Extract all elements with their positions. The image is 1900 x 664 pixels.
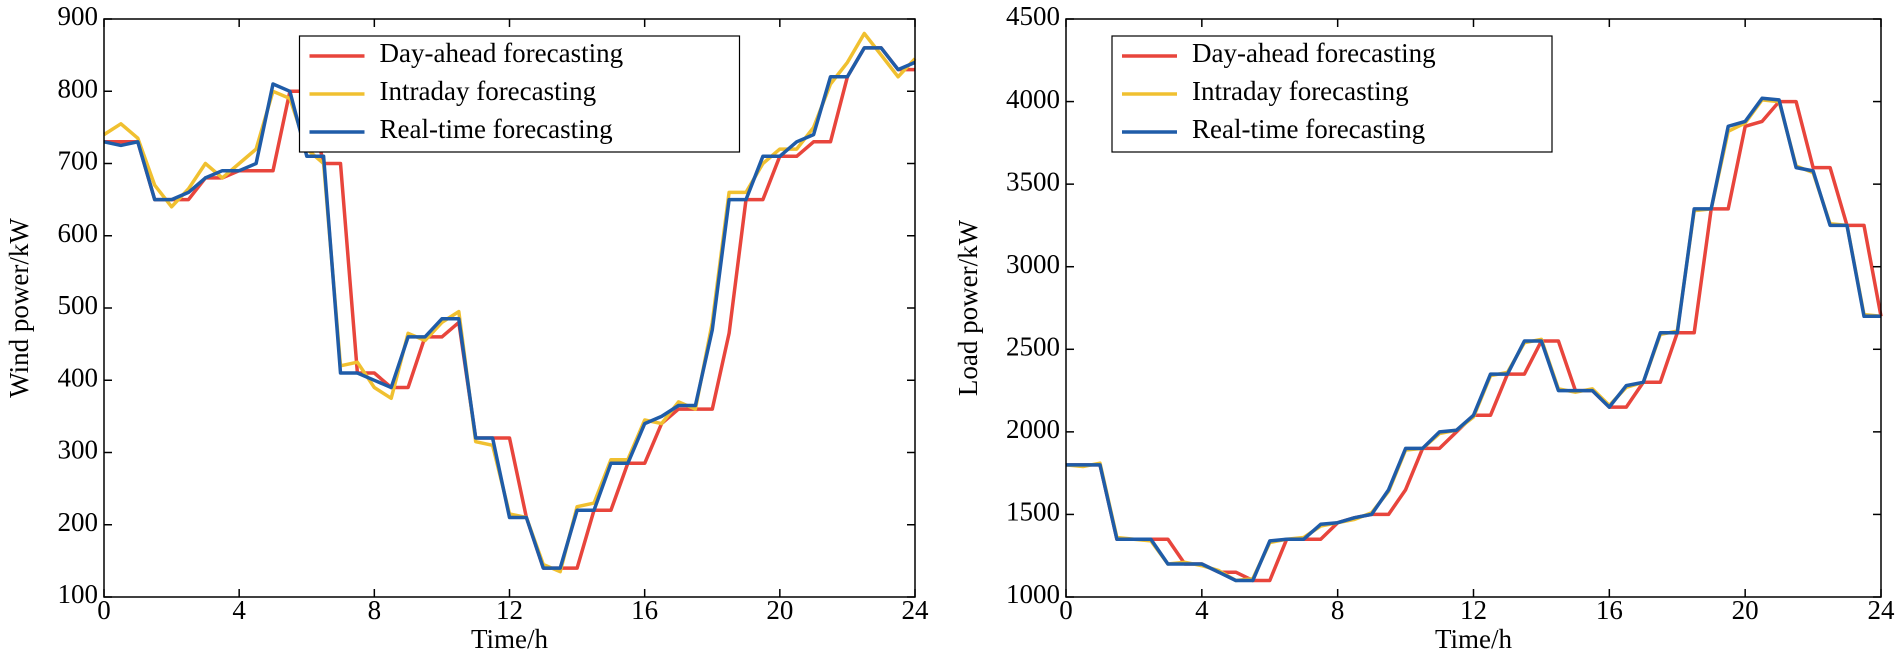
series-line <box>1066 99 1883 583</box>
y-tick-label: 1500 <box>1006 497 1060 527</box>
x-tick-label: 8 <box>368 595 382 625</box>
y-tick-label: 2000 <box>1006 414 1060 444</box>
x-tick-label: 0 <box>97 595 111 625</box>
y-tick-label: 800 <box>58 73 99 103</box>
x-tick-label: 4 <box>1195 595 1209 625</box>
y-tick-label: 200 <box>58 507 99 537</box>
y-tick-label: 600 <box>58 218 99 248</box>
series-line <box>1065 98 1882 583</box>
y-axis-label: Wind power/kW <box>4 218 34 398</box>
x-tick-label: 16 <box>631 595 658 625</box>
legend-box <box>1111 35 1553 153</box>
y-tick-label: 4000 <box>1006 84 1060 114</box>
y-tick-label: 1000 <box>1006 579 1060 609</box>
y-tick-label: 100 <box>58 579 99 609</box>
y-axis-label: Load power/kW <box>953 219 983 396</box>
x-tick-label: 0 <box>1059 595 1073 625</box>
subplot: 0 4 8 12 16 20 24 100 200 300 400 500 600 700 800 900 Ti… <box>4 1 929 654</box>
x-tick-label: 12 <box>496 595 523 625</box>
legend-label: Intraday forecasting <box>380 76 597 106</box>
x-axis-label: Time/h <box>1435 624 1513 654</box>
legend-label: Intraday forecasting <box>1192 76 1409 106</box>
y-tick-label: 2500 <box>1006 331 1060 361</box>
y-tick-label: 900 <box>58 1 99 31</box>
y-tick-label: 3000 <box>1006 249 1060 279</box>
legend-label: Day-ahead forecasting <box>1192 38 1436 68</box>
x-tick-label: 16 <box>1596 595 1623 625</box>
series-line <box>1066 96 1881 583</box>
y-tick-label: 700 <box>58 146 99 176</box>
series-line <box>103 46 916 570</box>
y-tick-label: 500 <box>58 290 99 320</box>
x-tick-label: 12 <box>1460 595 1487 625</box>
y-tick-label: 400 <box>58 362 99 392</box>
legend-label: Day-ahead forecasting <box>380 38 624 68</box>
y-tick-label: 4500 <box>1006 1 1060 31</box>
y-tick-label: 300 <box>58 435 99 465</box>
x-tick-label: 24 <box>902 595 930 625</box>
x-tick-label: 8 <box>1331 595 1345 625</box>
legend-label: Real-time forecasting <box>1192 114 1425 144</box>
subplot: 0 4 8 12 16 20 24 1000 1500 2000 2500 3000 3500 4000 4… <box>953 1 1895 654</box>
legend-label: Real-time forecasting <box>380 114 613 144</box>
x-axis-label: Time/h <box>471 624 549 654</box>
x-tick-label: 4 <box>232 595 246 625</box>
x-tick-label: 24 <box>1868 595 1896 625</box>
legend-box <box>298 35 741 153</box>
x-tick-label: 20 <box>1732 595 1759 625</box>
x-tick-label: 20 <box>766 595 793 625</box>
y-tick-label: 3500 <box>1006 166 1060 196</box>
